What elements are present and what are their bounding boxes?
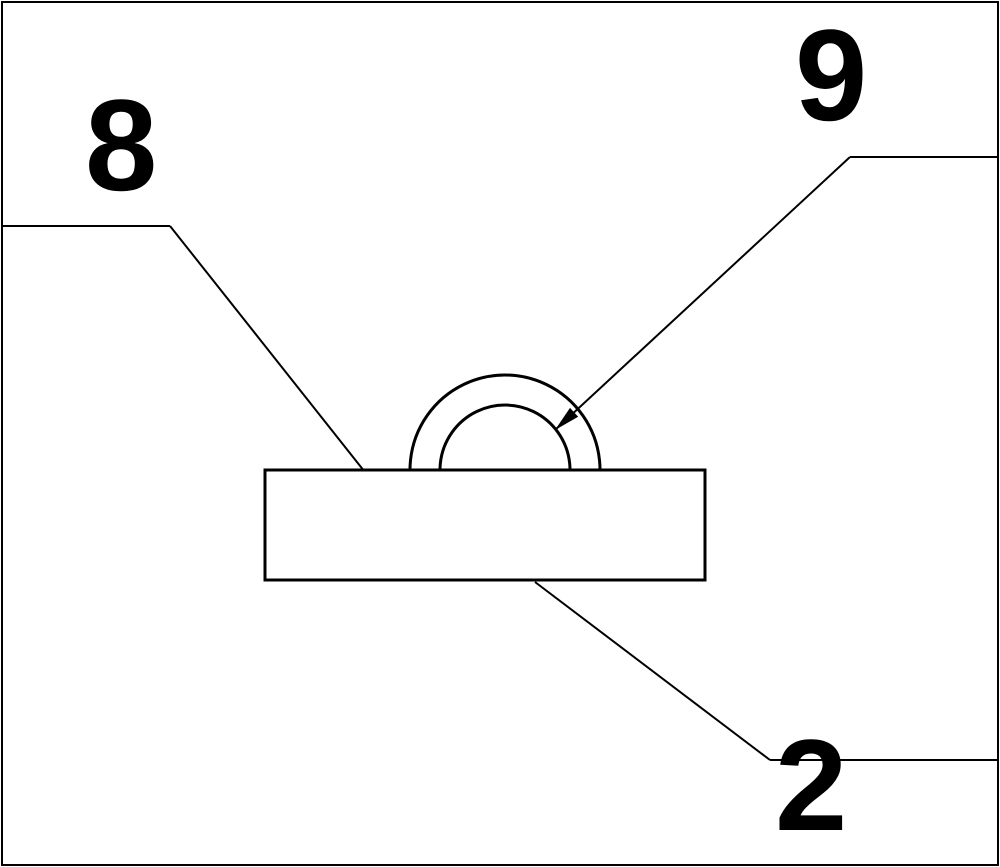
callout-label-2: 2 bbox=[775, 712, 847, 858]
leader-9-diag bbox=[555, 157, 850, 430]
callout-label-8: 8 bbox=[85, 72, 157, 218]
leaders-group bbox=[2, 157, 998, 760]
leader-8-diag bbox=[170, 226, 395, 510]
base-rect bbox=[265, 470, 705, 580]
leader-2-diag bbox=[535, 582, 770, 760]
callout-label-9: 9 bbox=[795, 2, 867, 148]
